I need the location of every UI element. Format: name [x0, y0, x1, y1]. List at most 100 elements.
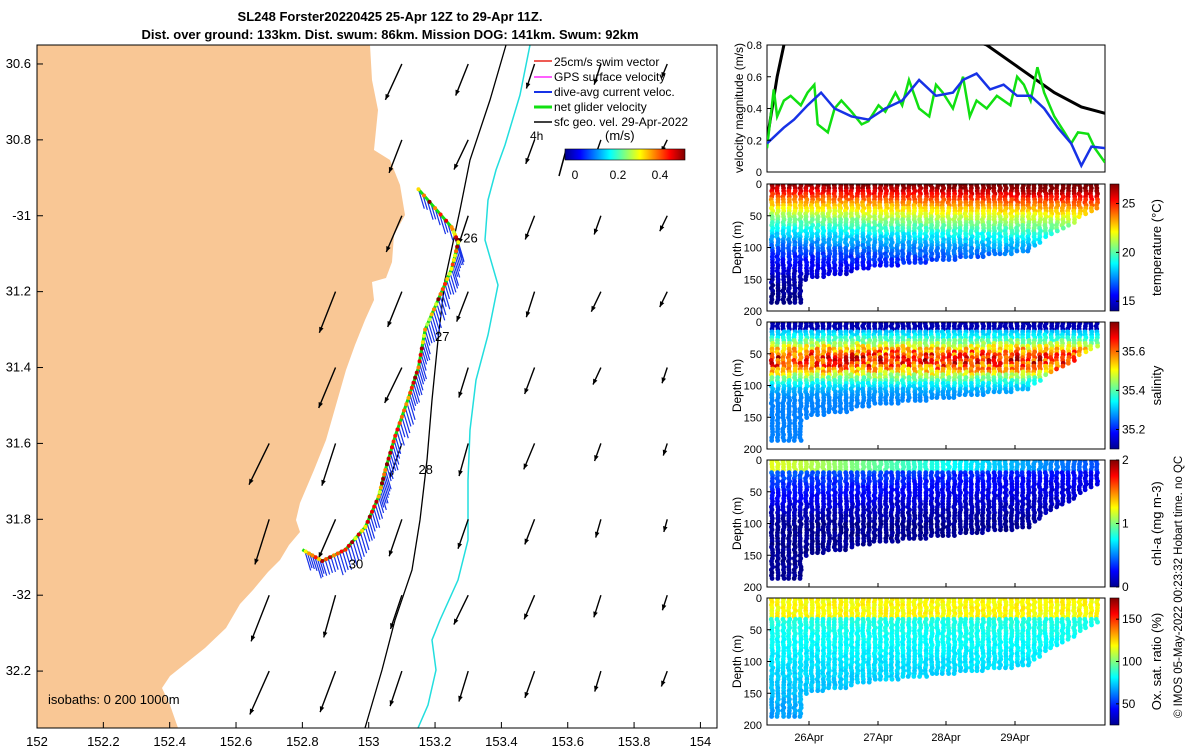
- current-vector: [330, 556, 337, 573]
- track-point: [381, 476, 386, 481]
- track-point: [425, 322, 430, 327]
- geo-arrow: [659, 215, 668, 232]
- section-y-tick-label: 100: [744, 657, 762, 669]
- colorbar-tick-label: 2: [1122, 453, 1129, 467]
- current-vector: [373, 507, 381, 528]
- track-point: [377, 490, 382, 495]
- current-vector: [316, 558, 324, 578]
- map-x-tick-label: 152: [26, 734, 48, 749]
- current-vector: [304, 550, 312, 571]
- speed-y-tick-label: 0: [756, 167, 762, 179]
- geo-arrow: [248, 443, 270, 485]
- track-point: [316, 557, 321, 562]
- current-vector: [384, 469, 392, 490]
- track-point: [367, 514, 372, 519]
- track-point: [310, 553, 315, 558]
- map-x-tick-label: 153.6: [551, 734, 584, 749]
- map-y-tick-label: 31.6: [6, 435, 31, 450]
- current-vector: [381, 483, 389, 504]
- track-point: [391, 439, 396, 444]
- geo-arrow: [525, 139, 536, 165]
- map-y-tick-label: 31.2: [6, 284, 31, 299]
- track-point: [427, 199, 432, 204]
- track-point: [455, 244, 460, 249]
- map-y-tick-label: -32: [12, 587, 31, 602]
- figure-subtitle: Dist. over ground: 133km. Dist. swum: 86…: [141, 27, 639, 42]
- geo-arrow: [660, 63, 668, 79]
- track-point: [376, 494, 381, 499]
- current-vector: [432, 310, 441, 332]
- current-vector: [397, 426, 405, 446]
- track-point: [431, 307, 436, 312]
- track-point: [436, 297, 441, 302]
- legend-label-gps: GPS surface velocity: [554, 70, 665, 84]
- track-point: [331, 553, 336, 558]
- current-vector: [309, 553, 315, 570]
- geo-arrow: [523, 594, 536, 620]
- section-y-tick-label: 200: [744, 306, 762, 318]
- current-vector: [401, 416, 409, 439]
- map-y-tick-label: 30.8: [6, 132, 31, 147]
- geo-arrow: [318, 367, 337, 409]
- track-point: [313, 555, 318, 560]
- track-point: [408, 390, 413, 395]
- track-point: [444, 218, 449, 223]
- geo-arrow: [453, 594, 469, 625]
- current-vector: [327, 558, 334, 574]
- colorbar-tick-label: 15: [1122, 294, 1136, 308]
- track-point: [438, 212, 443, 217]
- speed-series: [767, 45, 1105, 169]
- current-vector: [357, 535, 365, 557]
- glider-track: [301, 187, 465, 579]
- geo-arrow: [385, 215, 403, 253]
- colorbar-label: temperature (°C): [1149, 199, 1164, 296]
- track-point: [379, 481, 384, 486]
- section-y-tick-label: 150: [744, 274, 762, 286]
- track-point: [324, 557, 329, 562]
- colorbar-unit-label: (m/s): [605, 128, 635, 143]
- section-y-label: Depth (m): [730, 359, 744, 412]
- section-panel-temperature: 0 50 100 150 200 Depth (m) 15 20 25 temperature (…: [730, 179, 1164, 318]
- section-y-tick-label: 0: [756, 179, 762, 191]
- day-label: 28: [418, 462, 432, 477]
- track-point: [454, 249, 459, 254]
- geo-arrow: [524, 670, 536, 699]
- track-point: [328, 555, 333, 560]
- current-vector: [393, 439, 401, 459]
- track-point: [421, 333, 426, 338]
- geo-arrow: [659, 291, 668, 308]
- track-point: [409, 385, 414, 390]
- colorbar-tick-label: 0: [1122, 580, 1129, 594]
- current-vector: [446, 280, 452, 295]
- colorbar-tick-label: 35.4: [1122, 383, 1146, 397]
- current-vector: [444, 283, 451, 300]
- track-point: [383, 467, 388, 472]
- speed-y-tick-label: 0.8: [747, 40, 762, 52]
- speed-panel: 0 0.2 0.4 0.6 0.8 velocity magnitude (m/s): [732, 40, 1106, 179]
- current-vector: [423, 334, 431, 355]
- current-vector: [368, 519, 376, 539]
- track-point: [388, 450, 393, 455]
- speed-y-label: velocity magnitude (m/s): [732, 43, 746, 173]
- geo-arrow: [523, 367, 536, 395]
- isobath-1000: [417, 45, 531, 728]
- current-vector: [378, 496, 385, 514]
- geo-arrow: [322, 595, 337, 638]
- speed-y-tick-label: 0.6: [747, 72, 762, 84]
- geo-arrow: [318, 519, 337, 559]
- track-point: [353, 536, 358, 541]
- geo-arrow: [458, 443, 469, 477]
- section-x-ticks: 26Apr 27Apr 28Apr 29Apr: [794, 307, 1030, 744]
- track-point: [419, 346, 424, 351]
- track-point: [411, 380, 416, 385]
- map-y-tick-label: 31.4: [6, 360, 31, 375]
- current-vector: [383, 473, 391, 492]
- section-dots: [768, 322, 1101, 443]
- speed-y-tick-label: 0.4: [747, 104, 762, 116]
- track-point: [395, 427, 400, 432]
- geo-arrow: [592, 367, 602, 385]
- current-vector: [431, 314, 439, 337]
- track-point: [320, 559, 325, 564]
- current-vector: [411, 386, 419, 405]
